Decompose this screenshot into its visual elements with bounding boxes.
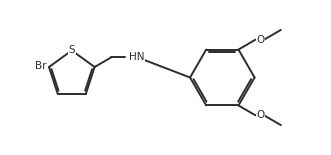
Text: S: S	[69, 45, 75, 55]
Text: HN: HN	[129, 52, 145, 62]
Text: O: O	[257, 35, 265, 45]
Text: Br: Br	[35, 61, 47, 71]
Text: O: O	[257, 110, 265, 120]
